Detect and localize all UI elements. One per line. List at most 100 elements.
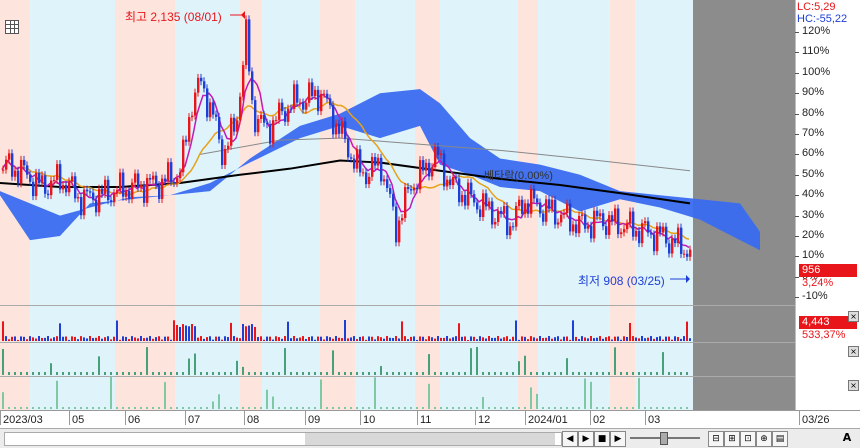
indicator-bar <box>542 407 544 409</box>
volume-bar <box>359 336 361 341</box>
candle <box>485 193 488 207</box>
candle <box>191 115 194 118</box>
candle <box>641 223 644 244</box>
indicator-bar <box>182 372 184 375</box>
ruler-icon[interactable]: ▤ <box>772 431 788 447</box>
indicator-bar <box>248 372 250 375</box>
volume-bar <box>200 336 202 341</box>
candle <box>371 157 374 177</box>
candle <box>665 226 668 244</box>
indicator-bar <box>470 407 472 409</box>
zoom-in-icon[interactable]: ⊞ <box>724 431 740 447</box>
candle <box>551 199 554 209</box>
volume-bar <box>446 336 448 341</box>
volume-bar <box>620 339 622 341</box>
candle <box>275 119 278 121</box>
close-panel-button[interactable]: × <box>848 380 859 391</box>
indicator-bar <box>242 366 244 375</box>
chart-scrollbar[interactable] <box>4 432 562 446</box>
scroll-thumb[interactable] <box>305 433 555 445</box>
volume-bar <box>149 336 151 341</box>
close-panel-button[interactable]: × <box>848 311 859 322</box>
indicator-bar <box>20 407 22 409</box>
period-band <box>240 0 262 410</box>
volume-bar <box>380 337 382 341</box>
indicator-bar <box>164 382 166 409</box>
zoom-slider-thumb[interactable] <box>660 432 668 445</box>
candle <box>470 182 473 195</box>
panel-divider <box>0 305 795 306</box>
indicator-bar <box>494 407 496 409</box>
candle <box>146 178 149 203</box>
date-label: 2023/03 <box>0 411 43 426</box>
chart-type-button[interactable]: A <box>842 431 852 444</box>
volume-bar <box>8 339 10 341</box>
volume-bar <box>659 336 661 341</box>
indicator-bar <box>194 407 196 409</box>
volume-bar <box>623 336 625 341</box>
volume-bar <box>443 337 445 341</box>
candle <box>578 215 581 234</box>
volume-bar <box>392 337 394 341</box>
candle <box>32 181 35 197</box>
fit-icon[interactable]: ⊡ <box>740 431 756 447</box>
indicator-bar <box>86 372 88 375</box>
indicator-bar <box>374 372 376 375</box>
chart-area[interactable] <box>0 0 693 410</box>
candle <box>311 82 314 96</box>
candle <box>287 108 290 122</box>
indicator-bar <box>482 396 484 409</box>
indicator-bar <box>194 353 196 375</box>
volume-bar <box>572 320 574 341</box>
volume-bar <box>272 339 274 341</box>
volume-bar <box>503 337 505 341</box>
candle <box>326 93 329 99</box>
scroll-left-button[interactable]: ◀ <box>562 431 578 447</box>
volume-bar <box>194 326 196 341</box>
volume-bar <box>467 339 469 341</box>
volume-bar <box>206 337 208 341</box>
volume-bar <box>209 336 211 341</box>
scroll-right-button[interactable]: ▶ <box>610 431 626 447</box>
indicator-bar <box>500 372 502 375</box>
volume-bar <box>23 336 25 341</box>
indicator-bar <box>548 372 550 375</box>
candle <box>272 120 275 144</box>
indicator-bar <box>674 372 676 375</box>
candle <box>689 249 692 257</box>
indicator-bar <box>410 407 412 409</box>
indicator-bar <box>476 347 478 375</box>
indicator-bar <box>338 372 340 375</box>
indicator-bar <box>116 372 118 375</box>
indicator-bar <box>560 372 562 375</box>
close-panel-button[interactable]: × <box>848 346 859 357</box>
current-price-box: 956 <box>799 264 857 277</box>
settings-icon[interactable] <box>5 20 19 34</box>
volume-bar <box>35 338 37 341</box>
indicator-bar <box>608 407 610 409</box>
period-band <box>175 0 240 410</box>
candle <box>599 213 602 217</box>
candle <box>431 167 434 177</box>
volume-bar <box>368 336 370 341</box>
indicator-bar <box>290 372 292 375</box>
candle <box>623 229 626 233</box>
stop-icon[interactable]: ■ <box>594 431 610 447</box>
candle <box>308 82 311 103</box>
volume-bar <box>287 321 289 341</box>
candle <box>401 218 404 221</box>
candle <box>245 19 248 66</box>
crosshair-icon[interactable]: ⊕ <box>756 431 772 447</box>
volume-bar <box>593 338 595 341</box>
volume-bar <box>110 339 112 341</box>
candle <box>128 190 131 200</box>
zoom-out-icon[interactable]: ⊟ <box>708 431 724 447</box>
indicator-bar <box>668 407 670 409</box>
candle <box>443 153 446 187</box>
volume-bar <box>146 337 148 341</box>
indicator-bar <box>302 407 304 409</box>
candle <box>161 178 164 199</box>
indicator-bar <box>488 372 490 375</box>
candle <box>506 206 509 236</box>
play-icon[interactable]: ▶ <box>578 431 594 447</box>
